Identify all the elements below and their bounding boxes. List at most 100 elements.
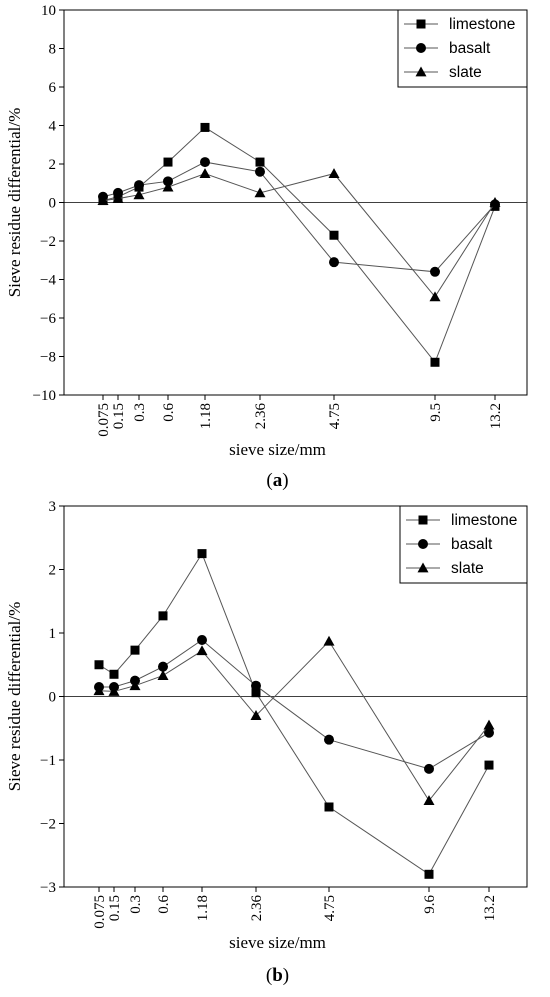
data-point-basalt — [251, 680, 261, 691]
data-point-limestone — [94, 660, 104, 670]
y-tick-label: 6 — [49, 80, 57, 96]
y-tick-label: −1 — [40, 753, 56, 769]
x-tick-label: 9.5 — [428, 403, 444, 422]
y-tick-label: 0 — [49, 690, 57, 706]
legend: limestone basalt slate — [399, 505, 528, 584]
panel-label-open: ( — [266, 470, 272, 491]
data-point-slate — [129, 680, 141, 691]
series-line-basalt — [99, 639, 490, 770]
panel-label-letter: b — [272, 965, 283, 986]
data-point-slate — [93, 685, 105, 696]
legend-label-basalt: basalt — [449, 40, 491, 57]
panel-label-open: ( — [266, 965, 272, 986]
panel-label-close: ) — [283, 965, 289, 986]
data-point-slate — [97, 195, 109, 205]
data-point-slate — [489, 197, 501, 207]
x-axis-title: sieve size/mm — [229, 933, 326, 952]
panel-label: (a) — [266, 470, 288, 491]
y-axis-title: Sieve residue differential/% — [5, 602, 24, 791]
y-tick-label: 3 — [49, 499, 57, 515]
legend-marker-slate — [417, 562, 429, 573]
legend-label-limestone: limestone — [449, 16, 515, 33]
series-line-slate — [98, 640, 490, 802]
panel-label: (b) — [266, 965, 289, 986]
data-point-basalt — [324, 734, 334, 745]
x-tick-label: 0.15 — [107, 895, 123, 921]
data-point-slate — [328, 168, 340, 179]
y-tick-label: 1 — [49, 626, 57, 642]
chart-panel-a: −10 −8 −6 −4 −2 0 2 4 6 8 10 0.075 0.15 0.3 0.6 1.18 2.3… — [5, 3, 528, 491]
legend-marker-basalt — [416, 43, 426, 53]
x-tick-label: 13.2 — [482, 895, 498, 921]
data-point-slate — [162, 181, 174, 192]
y-tick-label: 10 — [41, 3, 56, 19]
y-tick-label: −3 — [40, 880, 56, 896]
x-tick-label: 0.6 — [161, 403, 177, 422]
y-axis-title: Sieve residue differential/% — [5, 108, 24, 297]
panel-label-close: ) — [282, 470, 288, 491]
legend-marker-slate — [415, 66, 427, 77]
data-point-slate — [429, 291, 441, 302]
data-point-limestone — [130, 645, 140, 655]
legend-label-basalt: basalt — [451, 536, 493, 553]
x-tick-label: 1.18 — [198, 403, 214, 429]
x-tick-label: 0.3 — [132, 403, 148, 422]
data-point-basalt — [430, 266, 440, 277]
data-point-basalt — [424, 763, 434, 774]
data-point-limestone — [484, 760, 494, 770]
data-point-slate — [133, 189, 145, 200]
x-tick-label: 4.75 — [322, 895, 338, 921]
y-tick-label: −6 — [40, 311, 56, 327]
data-point-limestone — [424, 869, 434, 879]
legend-label-limestone: limestone — [451, 512, 517, 529]
data-point-limestone — [255, 157, 265, 167]
y-tick-label: −2 — [40, 234, 56, 250]
legend-marker-basalt — [418, 539, 428, 549]
data-point-limestone — [197, 549, 207, 559]
data-point-slate — [323, 635, 335, 646]
x-tick-label: 1.18 — [195, 895, 211, 921]
data-point-slate — [112, 193, 124, 204]
x-tick-label: 0.3 — [128, 895, 144, 914]
data-point-basalt — [113, 187, 123, 198]
panel-label-letter: a — [273, 470, 283, 491]
y-tick-label: 4 — [49, 119, 57, 135]
x-tick-label: 13.2 — [488, 403, 504, 429]
y-tick-label: 2 — [49, 563, 57, 579]
legend-label-slate: slate — [451, 560, 484, 577]
x-tick-label: 0.6 — [156, 895, 172, 914]
y-tick-label: 0 — [49, 196, 57, 212]
series-line-limestone — [102, 126, 496, 364]
data-point-slate — [199, 168, 211, 179]
data-point-basalt — [134, 180, 144, 191]
x-axis-title: sieve size/mm — [229, 440, 326, 459]
data-point-limestone — [200, 122, 210, 132]
data-point-limestone — [163, 157, 173, 167]
data-point-limestone — [251, 688, 261, 698]
data-point-slate — [250, 710, 262, 720]
data-point-limestone — [324, 802, 334, 812]
data-point-slate — [157, 670, 169, 680]
data-point-slate — [483, 719, 495, 730]
series-line-basalt — [102, 161, 496, 273]
legend-marker-limestone — [418, 515, 428, 525]
x-tick-label: 0.075 — [92, 895, 108, 929]
data-point-slate — [423, 795, 435, 806]
data-point-slate — [196, 645, 208, 656]
data-point-basalt — [255, 166, 265, 177]
data-point-limestone — [329, 230, 339, 240]
x-tick-label: 0.075 — [96, 403, 112, 437]
data-point-basalt — [197, 634, 207, 645]
data-point-basalt — [329, 257, 339, 268]
y-tick-label: −10 — [33, 388, 56, 404]
legend-marker-limestone — [416, 19, 426, 29]
data-point-slate — [108, 685, 120, 696]
x-tick-label: 2.36 — [249, 895, 265, 922]
legend: limestone basalt slate — [397, 9, 528, 88]
data-point-basalt — [484, 727, 494, 738]
y-tick-label: −4 — [40, 273, 56, 289]
data-point-slate — [254, 187, 266, 198]
chart-panel-b: −3 −2 −1 0 1 2 3 0.075 0.15 0.3 0.6 1.18 2.36 4.75 9.6… — [5, 499, 528, 986]
x-tick-label: 9.6 — [422, 895, 438, 914]
